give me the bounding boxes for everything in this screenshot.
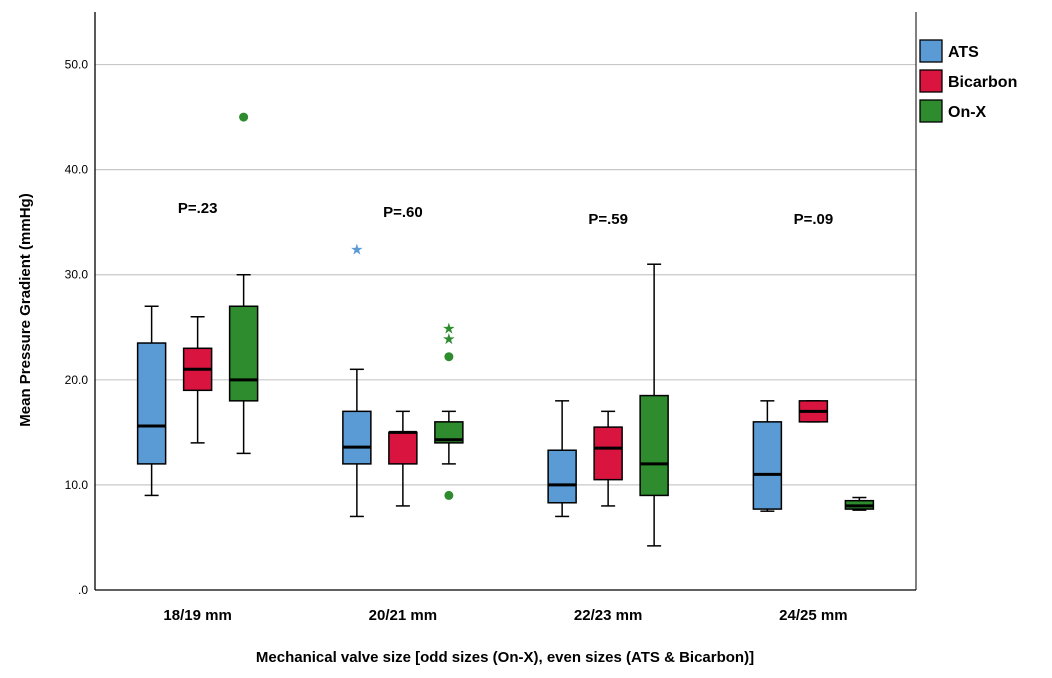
- outlier-point: [239, 112, 249, 122]
- box-bicarbon-0: [182, 316, 213, 444]
- extreme-point: ★: [442, 331, 455, 348]
- outlier-point: [444, 352, 454, 362]
- box-on-x-2: [639, 263, 669, 547]
- legend-swatch-ats: [919, 39, 943, 63]
- legend-label-ats: ATS: [948, 44, 979, 61]
- y-axis-label: Mean Pressure Gradient (mmHg): [17, 193, 34, 426]
- x-axis-label: Mechanical valve size [odd sizes (On-X),…: [256, 649, 754, 666]
- box-body: [434, 421, 464, 444]
- box-body: [388, 431, 418, 465]
- y-tick-label: 40.0: [65, 163, 89, 177]
- y-tick-label: 10.0: [65, 478, 89, 492]
- p-value-annotation: P=.60: [383, 204, 423, 221]
- box-body: [639, 394, 669, 497]
- box-bicarbon-3: [798, 400, 829, 423]
- p-value-annotation: P=.09: [794, 211, 834, 228]
- box-on-x-3: [844, 496, 875, 511]
- box-body: [228, 305, 259, 402]
- box-ats-2: [547, 400, 577, 518]
- y-tick-label: 30.0: [65, 268, 89, 282]
- legend-swatch-bicarbon: [919, 69, 943, 93]
- box-ats-0: [136, 305, 167, 497]
- box-body: [593, 426, 623, 481]
- box-on-x-1: ★★: [434, 320, 464, 500]
- box-body: [752, 421, 783, 510]
- x-tick-label: 18/19 mm: [163, 607, 231, 624]
- extreme-point: ★: [350, 241, 363, 258]
- box-bicarbon-1: [388, 410, 418, 507]
- y-tick-label: .0: [78, 583, 88, 597]
- box-body: [342, 410, 372, 465]
- box-body: [547, 449, 577, 504]
- p-value-annotation: P=.23: [178, 200, 218, 217]
- box-on-x-0: [228, 112, 259, 455]
- y-tick-label: 20.0: [65, 373, 89, 387]
- legend-swatch-on-x: [919, 99, 943, 123]
- box-body: [136, 342, 167, 465]
- box-ats-3: [752, 400, 783, 512]
- legend-label-on-x: On-X: [948, 104, 987, 121]
- box-bicarbon-2: [593, 410, 623, 507]
- x-tick-label: 20/21 mm: [369, 607, 437, 624]
- extreme-point: ★: [442, 320, 455, 337]
- legend-label-bicarbon: Bicarbon: [948, 74, 1017, 91]
- outlier-point: [444, 490, 454, 500]
- x-tick-label: 24/25 mm: [779, 607, 847, 624]
- y-tick-label: 50.0: [65, 58, 89, 72]
- box-ats-1: ★: [342, 241, 372, 518]
- p-value-annotation: P=.59: [588, 211, 628, 228]
- x-tick-label: 22/23 mm: [574, 607, 642, 624]
